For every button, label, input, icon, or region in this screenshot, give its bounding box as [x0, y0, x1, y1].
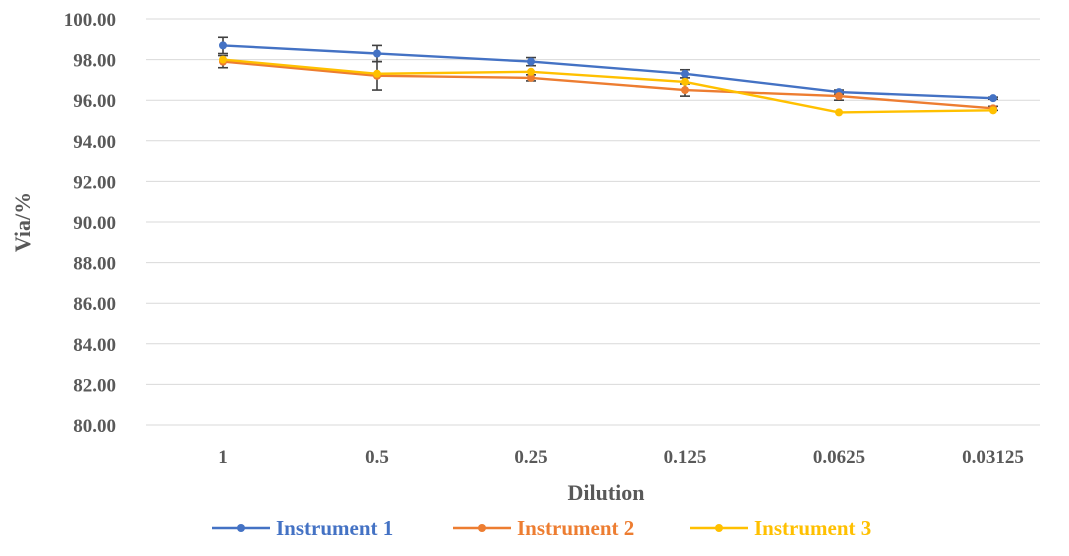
series-line-instrument-3 [222, 58, 994, 114]
series-lines [222, 44, 994, 114]
legend-label: Instrument 3 [754, 516, 871, 540]
data-point-instrument-3-4 [835, 108, 843, 117]
data-point-instrument-1-2 [527, 57, 535, 66]
data-point-instrument-2-2 [527, 73, 535, 82]
y-tick-label: 80.00 [73, 416, 116, 437]
y-tick-label: 94.00 [73, 132, 116, 153]
data-point-instrument-1-3 [681, 69, 689, 78]
y-tick-label: 88.00 [73, 254, 116, 275]
x-tick-label: 0.125 [664, 447, 707, 468]
legend-swatch-marker [715, 524, 723, 532]
data-point-instrument-1-1 [373, 49, 381, 58]
y-tick-label: 98.00 [73, 51, 116, 72]
data-point-instrument-1-0 [219, 41, 227, 50]
data-point-instrument-2-4 [835, 92, 843, 101]
series-line-instrument-1 [222, 44, 994, 100]
y-tick-label: 100.00 [64, 10, 116, 31]
gridlines [146, 18, 1040, 426]
y-tick-label: 90.00 [73, 213, 116, 234]
x-tick-label: 1 [218, 447, 228, 468]
y-axis-title: Via/% [10, 192, 35, 252]
legend-item-instrument-3: Instrument 3 [690, 516, 871, 540]
y-axis-tick-labels: 80.00 82.00 84.00 86.00 88.00 90.00 92.00 94.00… [64, 10, 116, 437]
legend-item-instrument-2: Instrument 2 [453, 516, 634, 540]
x-axis-title: Dilution [567, 480, 644, 505]
data-point-instrument-3-5 [989, 106, 997, 115]
x-tick-label: 0.03125 [962, 447, 1024, 468]
legend-label: Instrument 1 [276, 516, 393, 540]
legend-swatch-marker [478, 524, 486, 532]
legend-item-instrument-1: Instrument 1 [212, 516, 393, 540]
x-tick-label: 0.25 [514, 447, 547, 468]
series-line-instrument-2 [222, 60, 994, 110]
data-point-instrument-1-5 [989, 94, 997, 103]
legend-swatch-marker [237, 524, 245, 532]
series-markers [219, 41, 997, 117]
y-tick-label: 82.00 [73, 375, 116, 396]
data-point-instrument-3-1 [373, 69, 381, 78]
x-axis-tick-labels: 1 0.5 0.25 0.125 0.0625 0.03125 [218, 447, 1024, 468]
y-tick-label: 86.00 [73, 294, 116, 315]
y-tick-label: 92.00 [73, 172, 116, 193]
data-point-instrument-2-3 [681, 86, 689, 95]
x-tick-label: 0.0625 [813, 447, 865, 468]
x-tick-label: 0.5 [365, 447, 389, 468]
data-point-instrument-3-2 [527, 67, 535, 76]
y-tick-label: 84.00 [73, 335, 116, 356]
data-point-instrument-3-3 [681, 77, 689, 86]
y-tick-label: 96.00 [73, 91, 116, 112]
data-point-instrument-3-0 [219, 55, 227, 64]
legend-label: Instrument 2 [517, 516, 634, 540]
legend: Instrument 1 Instrument 2 Instrument 3 [212, 516, 871, 540]
